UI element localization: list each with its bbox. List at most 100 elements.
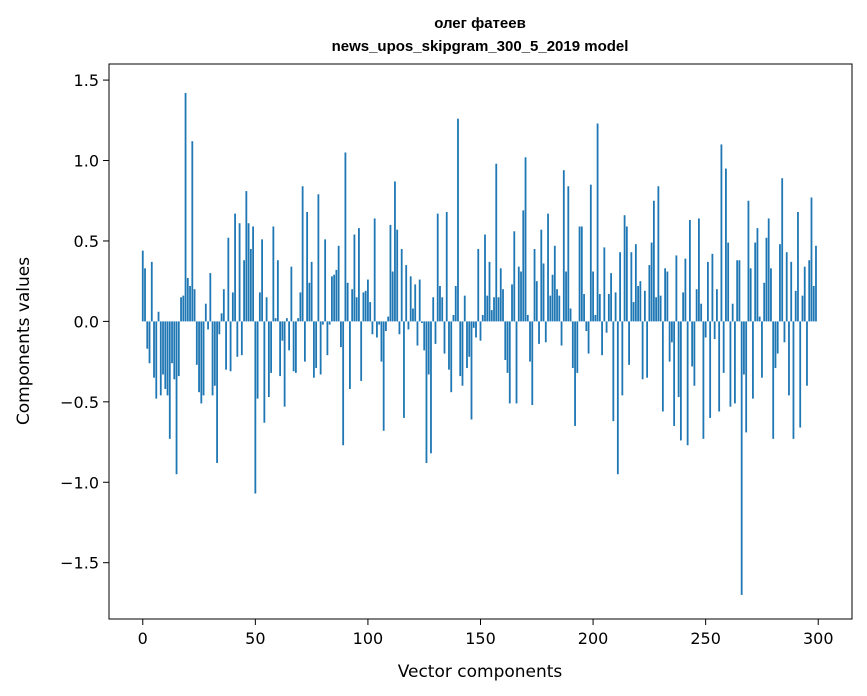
bar-229 [657,186,660,322]
bar-241 [684,258,687,322]
bar-10 [164,321,167,389]
bar-162 [506,321,509,373]
x-tick-label-5: 250 [690,629,721,648]
bar-137 [450,321,453,393]
bar-164 [511,284,513,322]
bar-140 [457,118,459,322]
bar-21 [189,286,191,322]
bar-244 [691,321,694,367]
bar-20 [186,277,189,322]
bar-216 [628,321,630,365]
bar-1 [144,268,146,322]
bar-96 [358,228,360,322]
bar-133 [441,297,444,322]
bar-81 [324,239,327,322]
bar-78 [317,194,320,322]
bar-288 [790,261,793,322]
bar-29 [207,321,209,330]
bar-43 [238,223,241,322]
bar-132 [439,286,441,322]
bar-291 [797,212,799,322]
bar-155 [490,310,493,322]
bar-58 [272,226,275,322]
bar-136 [448,321,450,370]
bar-210 [614,292,617,322]
bar-125 [423,321,426,351]
bar-84 [331,276,333,322]
bar-234 [668,321,671,362]
bar-89 [342,321,345,446]
bar-273 [756,228,759,322]
y-tick-label-4: 0.5 [74,232,99,251]
bar-153 [486,295,489,322]
bar-154 [488,261,491,322]
bar-100 [367,279,369,322]
y-tick-label-6: 1.5 [74,71,99,90]
bar-65 [288,321,291,351]
bar-53 [261,239,263,322]
bar-25 [198,321,200,393]
bar-24 [195,321,198,365]
bar-183 [553,245,556,322]
y-axis-ticks: −1.5 −1.0 −0.5 0.0 0.5 1.0 1.5 [60,71,109,573]
bar-272 [754,242,757,322]
bar-228 [655,297,658,322]
bar-223 [643,290,646,322]
bar-179 [544,321,547,343]
bar-188 [565,271,567,322]
bar-61 [279,321,282,377]
bar-204 [601,321,603,356]
bar-222 [641,321,644,380]
bar-33 [216,321,218,463]
bar-134 [443,321,446,354]
bar-231 [661,321,664,412]
bar-250 [704,321,707,338]
bar-160 [502,289,504,322]
bar-144 [466,321,468,369]
bar-63 [283,321,286,407]
bar-281 [774,321,777,369]
bar-72 [303,321,306,362]
bar-95 [355,297,358,322]
bar-217 [630,252,633,322]
bar-64 [285,318,288,322]
bar-79 [319,321,322,375]
bar-178 [542,263,545,322]
bar-55 [265,297,268,322]
bar-156 [493,297,495,322]
bar-192 [574,321,576,426]
bar-193 [576,321,579,373]
bar-171 [526,314,529,322]
bar-57 [270,321,273,373]
bar-105 [378,321,381,325]
bar-4 [150,261,153,322]
bar-285 [783,321,786,343]
bar-73 [306,212,309,322]
bar-50 [254,321,257,494]
bar-104 [376,321,378,338]
bar-117 [405,265,408,322]
bar-295 [806,321,808,386]
bar-142 [461,321,464,386]
bar-31 [211,321,214,396]
bar-165 [513,231,516,322]
bar-138 [452,314,455,322]
bar-189 [567,186,570,322]
bar-269 [747,200,750,322]
bar-194 [578,226,581,322]
bar-284 [781,178,784,322]
bar-26 [200,321,203,404]
bar-107 [382,321,385,431]
bar-245 [693,321,696,386]
bar-13 [171,321,173,364]
bar-97 [360,321,363,381]
x-axis-ticks: 0 50 100 150 200 250 300 [138,619,834,648]
bar-256 [718,321,721,412]
bar-116 [403,321,405,418]
bar-266 [740,321,743,595]
bar-94 [353,234,356,322]
bar-66 [290,266,293,322]
bar-259 [725,168,727,322]
bar-260 [727,242,730,322]
